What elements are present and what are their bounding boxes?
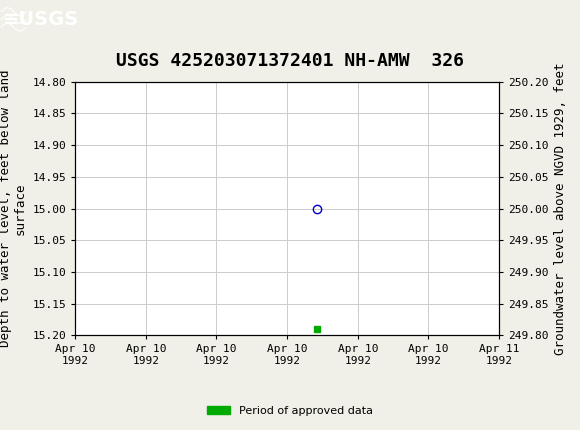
Text: ≡USGS: ≡USGS [3,10,79,29]
Text: USGS 425203071372401 NH-AMW  326: USGS 425203071372401 NH-AMW 326 [116,52,464,70]
Y-axis label: Depth to water level, feet below land
surface: Depth to water level, feet below land su… [0,70,27,347]
Y-axis label: Groundwater level above NGVD 1929, feet: Groundwater level above NGVD 1929, feet [554,62,567,355]
Legend: Period of approved data: Period of approved data [203,401,377,420]
